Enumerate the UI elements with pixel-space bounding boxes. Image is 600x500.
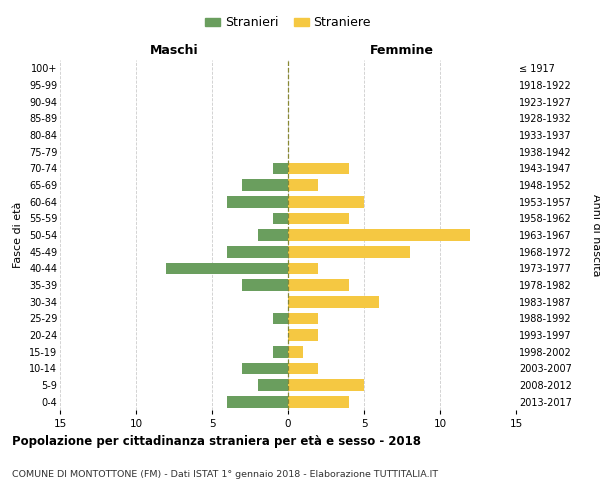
Bar [242,362,288,374]
Y-axis label: Anni di nascita: Anni di nascita [591,194,600,276]
Bar [288,296,379,308]
Bar [288,229,470,241]
Bar [288,196,364,207]
Bar [227,396,288,407]
Text: Maschi: Maschi [149,44,199,57]
Bar [288,329,319,341]
Bar [257,379,288,391]
Bar [288,312,319,324]
Bar [227,246,288,258]
Bar [288,162,349,174]
Bar [288,396,349,407]
Bar [288,262,319,274]
Text: Femmine: Femmine [370,44,434,57]
Text: COMUNE DI MONTOTTONE (FM) - Dati ISTAT 1° gennaio 2018 - Elaborazione TUTTITALIA: COMUNE DI MONTOTTONE (FM) - Dati ISTAT 1… [12,470,438,479]
Bar [242,179,288,191]
Legend: Stranieri, Straniere: Stranieri, Straniere [200,11,376,34]
Bar [257,229,288,241]
Bar [288,212,349,224]
Bar [288,279,349,291]
Bar [166,262,288,274]
Bar [288,379,364,391]
Y-axis label: Fasce di età: Fasce di età [13,202,23,268]
Bar [273,212,288,224]
Bar [288,362,319,374]
Bar [288,246,410,258]
Bar [273,346,288,358]
Text: Popolazione per cittadinanza straniera per età e sesso - 2018: Popolazione per cittadinanza straniera p… [12,435,421,448]
Bar [242,279,288,291]
Bar [227,196,288,207]
Bar [288,179,319,191]
Bar [288,346,303,358]
Bar [273,312,288,324]
Bar [273,162,288,174]
